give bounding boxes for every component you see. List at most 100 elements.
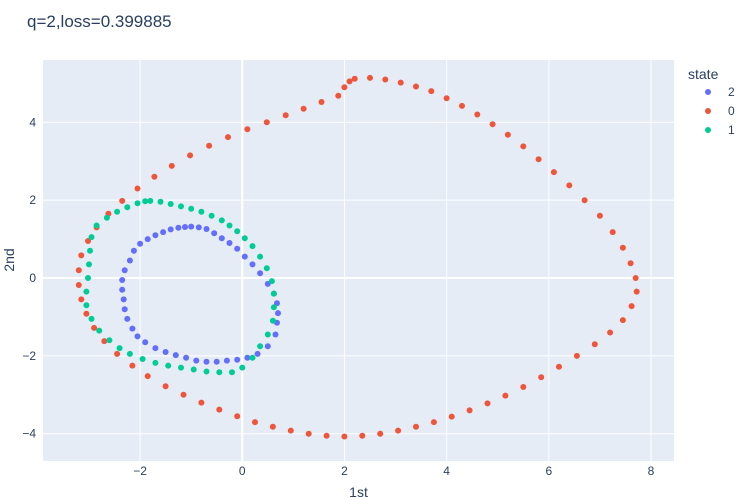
data-point xyxy=(119,286,126,293)
data-point xyxy=(130,247,137,254)
data-point xyxy=(270,304,277,311)
data-point xyxy=(216,369,223,376)
legend-item-0[interactable]: 0 xyxy=(705,104,735,118)
data-point xyxy=(263,119,270,126)
data-point xyxy=(78,296,85,303)
y-tick-label: 0 xyxy=(29,271,36,285)
x-tick-label: 4 xyxy=(443,464,450,478)
data-point xyxy=(318,99,325,105)
data-point xyxy=(323,432,330,439)
data-point xyxy=(341,84,348,91)
data-point xyxy=(121,306,128,313)
data-point xyxy=(244,126,251,133)
data-point xyxy=(609,229,616,236)
data-point xyxy=(188,223,195,230)
data-point xyxy=(134,333,141,340)
data-point xyxy=(234,356,241,363)
data-point xyxy=(226,240,233,246)
data-point xyxy=(129,325,136,332)
data-point xyxy=(619,317,626,324)
data-point xyxy=(124,315,131,322)
data-point xyxy=(114,350,121,357)
data-point xyxy=(198,399,205,406)
data-point xyxy=(86,261,92,268)
data-point xyxy=(151,173,158,180)
data-point xyxy=(395,427,402,434)
data-point xyxy=(119,197,126,204)
data-point xyxy=(152,345,159,352)
data-point xyxy=(172,352,179,359)
data-point xyxy=(152,232,159,239)
legend-label: 1 xyxy=(728,123,735,137)
data-point xyxy=(168,162,175,169)
data-point xyxy=(538,374,545,381)
data-point xyxy=(139,356,146,362)
data-point xyxy=(119,277,126,283)
data-point xyxy=(257,343,264,350)
data-point xyxy=(167,201,174,207)
data-point xyxy=(257,270,264,277)
data-point xyxy=(502,392,509,399)
data-point xyxy=(249,243,256,250)
data-point xyxy=(459,102,465,109)
data-point xyxy=(619,244,626,251)
data-point xyxy=(144,236,151,243)
series-2 xyxy=(119,223,281,365)
data-point xyxy=(103,214,110,221)
data-point xyxy=(591,341,598,348)
data-point xyxy=(566,182,573,189)
data-point xyxy=(413,83,419,90)
data-point xyxy=(226,222,233,229)
data-point xyxy=(581,197,588,204)
data-point xyxy=(218,235,225,242)
data-point xyxy=(351,75,358,82)
data-point xyxy=(466,407,473,414)
data-point xyxy=(397,79,404,86)
data-point xyxy=(270,290,277,297)
data-point xyxy=(157,198,164,205)
x-tick-label: −2 xyxy=(133,464,147,478)
data-point xyxy=(520,143,527,150)
data-point xyxy=(101,338,108,345)
data-point xyxy=(203,368,210,375)
legend-label: 0 xyxy=(728,104,735,118)
data-point xyxy=(142,198,149,205)
data-point xyxy=(241,253,248,260)
data-point xyxy=(116,345,123,352)
legend-item-1[interactable]: 1 xyxy=(705,123,735,137)
data-point xyxy=(126,350,133,357)
legend-marker xyxy=(705,108,711,114)
data-point xyxy=(106,337,113,344)
data-point xyxy=(632,275,639,281)
grid-lines xyxy=(43,60,674,461)
data-point xyxy=(91,324,98,331)
data-point xyxy=(190,366,197,373)
data-point xyxy=(556,363,562,370)
data-point xyxy=(129,362,136,369)
data-point xyxy=(223,357,230,364)
data-point xyxy=(126,257,133,264)
data-point xyxy=(167,226,174,233)
data-point xyxy=(504,131,511,138)
data-point xyxy=(305,430,312,437)
y-tick-label: −4 xyxy=(22,427,36,441)
data-point xyxy=(83,302,90,309)
data-point xyxy=(147,197,154,204)
data-point xyxy=(85,238,91,244)
series-0 xyxy=(75,74,640,440)
data-point xyxy=(180,391,187,398)
data-point xyxy=(87,247,93,254)
data-point xyxy=(208,212,215,219)
data-point xyxy=(218,217,225,224)
data-point xyxy=(175,224,182,231)
data-point xyxy=(428,88,435,95)
data-point xyxy=(203,226,210,232)
data-point xyxy=(206,142,213,149)
legend-marker xyxy=(705,127,711,133)
data-point xyxy=(628,303,635,310)
data-point xyxy=(216,406,223,413)
legend-item-2[interactable]: 2 xyxy=(705,85,735,99)
data-point xyxy=(382,76,389,83)
data-point xyxy=(75,267,82,274)
